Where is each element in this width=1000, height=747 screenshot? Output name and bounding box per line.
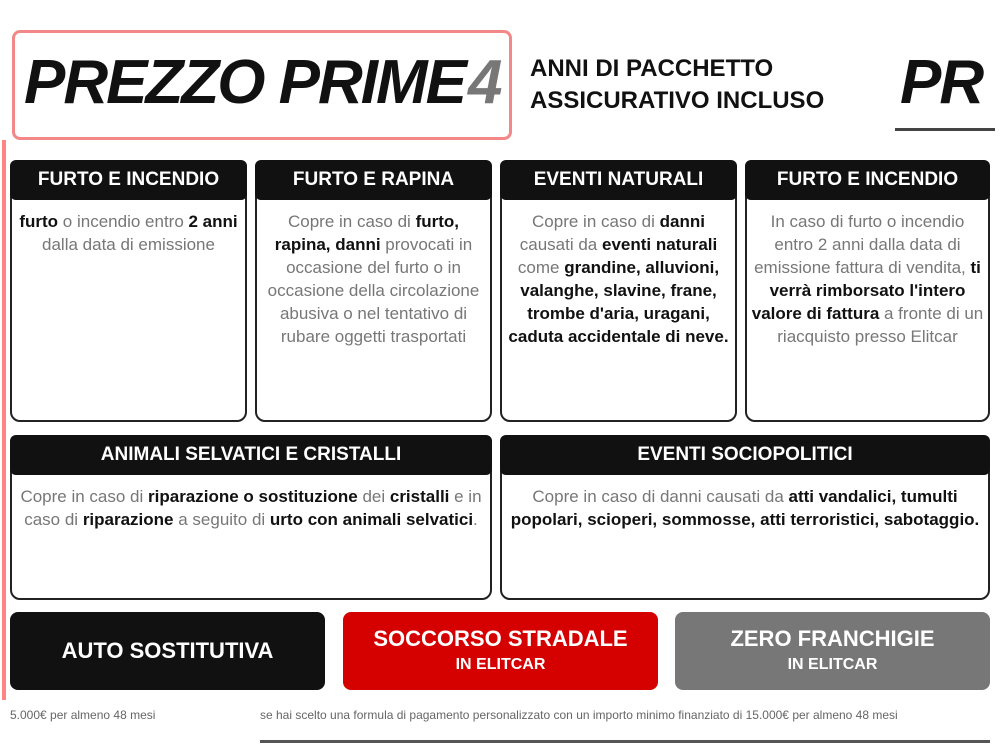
coverage-text: Copre in caso di furto, rapina, danni pr… bbox=[267, 212, 480, 346]
footnote-left: 5.000€ per almeno 48 mesi bbox=[10, 708, 156, 722]
zero-franchigie-label: ZERO FRANCHIGIE bbox=[730, 626, 935, 651]
coverage-tag: ANIMALI SELVATICI E CRISTALLI bbox=[10, 435, 492, 475]
title-echo: PR bbox=[900, 48, 984, 117]
coverage-text: Copre in caso di riparazione o sostituzi… bbox=[20, 487, 482, 529]
soccorso-stradale-tag: SOCCORSO STRADALE IN ELITCAR bbox=[343, 612, 658, 690]
coverage-tag: EVENTI NATURALI bbox=[500, 160, 737, 200]
coverage-text: In caso di furto o incendio entro 2 anni… bbox=[751, 212, 984, 346]
bottom-rule bbox=[260, 740, 990, 743]
zero-franchigie-sub: IN ELITCAR bbox=[787, 656, 878, 673]
red-guide-line bbox=[2, 140, 6, 700]
zero-franchigie-badge: ZERO FRANCHIGIE IN ELITCAR bbox=[675, 612, 990, 690]
soccorso-stradale-label: SOCCORSO STRADALE bbox=[373, 626, 628, 651]
coverage-tag: EVENTI SOCIOPOLITICI bbox=[500, 435, 990, 475]
coverage-text: Copre in caso di danni causati da atti v… bbox=[510, 487, 980, 529]
coverage-tag: FURTO E RAPINA bbox=[255, 160, 492, 200]
auto-sostitutiva-tag: AUTO SOSTITUTIVA bbox=[10, 612, 325, 690]
title-underline bbox=[895, 128, 995, 131]
page-title: PREZZO PRIME bbox=[24, 48, 467, 117]
coverage-tag: FURTO E INCENDIO bbox=[10, 160, 247, 200]
subtitle-line1: ANNI DI PACCHETTO bbox=[530, 55, 774, 82]
soccorso-sub: IN ELITCAR bbox=[455, 656, 546, 673]
title-frame bbox=[12, 30, 512, 140]
coverage-text: furto o incendio entro 2 anni dalla data… bbox=[19, 212, 238, 254]
subtitle-line2: ASSICURATIVO INCLUSO bbox=[530, 87, 825, 114]
coverage-text: Copre in caso di danni causati da eventi… bbox=[508, 212, 729, 346]
coverage-tag: FURTO E INCENDIO bbox=[745, 160, 990, 200]
auto-sostitutiva-label: AUTO SOSTITUTIVA bbox=[61, 638, 274, 663]
footnote-right: se hai scelto una formula di pagamento p… bbox=[260, 708, 898, 722]
title-number: 4 bbox=[468, 48, 503, 117]
